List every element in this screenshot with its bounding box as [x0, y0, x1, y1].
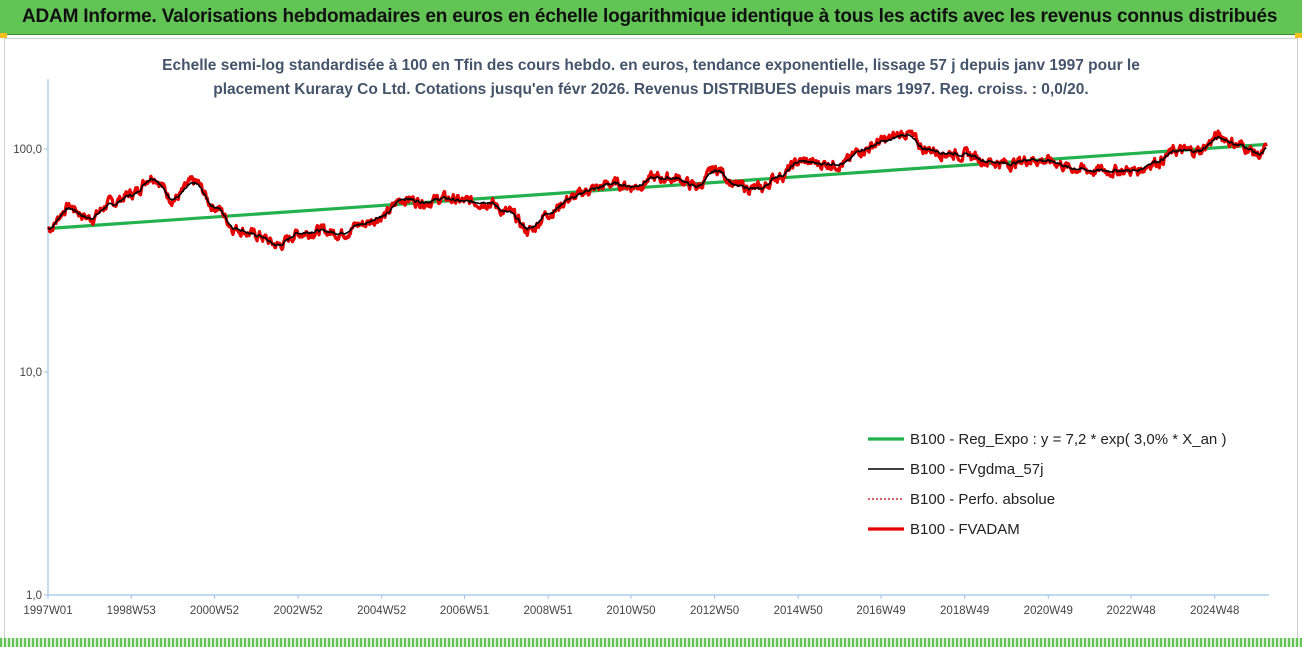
x-tick-label: 1998W53 [107, 605, 156, 617]
report-banner: ADAM Informe. Valorisations hebdomadaire… [0, 0, 1302, 35]
chart-area: Echelle semi-log standardisée à 100 en T… [4, 38, 1298, 640]
chart-legend: B100 - Reg_Expo : y = 7,2 * exp( 3,0% * … [868, 431, 1226, 538]
legend-label-perf: B100 - Perfo. absolue [910, 491, 1055, 508]
x-tick-label: 2006W51 [440, 605, 489, 617]
corner-marker-left [0, 33, 7, 38]
x-tick-label: 1997W01 [23, 605, 72, 617]
series-line-adam [47, 129, 1268, 252]
corner-marker-right [1295, 33, 1302, 38]
x-tick-label: 2016W49 [856, 605, 905, 617]
chart-subtitle-line-2: placement Kuraray Co Ltd. Cotations jusq… [213, 81, 1088, 98]
x-tick-label: 2010W50 [606, 605, 655, 617]
chart-series [47, 129, 1268, 252]
x-tick-label: 2018W49 [940, 605, 989, 617]
x-tick-label: 2022W48 [1106, 605, 1155, 617]
x-tick-label: 2004W52 [357, 605, 406, 617]
series-line-trend [47, 142, 1268, 231]
y-tick-label: 10,0 [20, 367, 42, 379]
series-line-smooth [47, 133, 1267, 247]
x-tick-label: 2014W50 [774, 605, 823, 617]
y-tick-label: 100,0 [13, 144, 42, 156]
x-tick-label: 2024W48 [1190, 605, 1239, 617]
y-tick-label: 1,0 [26, 590, 42, 602]
footer-bar [0, 638, 1302, 647]
chart-subtitle-line-1: Echelle semi-log standardisée à 100 en T… [162, 57, 1140, 74]
legend-label-adam: B100 - FVADAM [910, 521, 1020, 538]
x-tick-label: 2012W50 [690, 605, 739, 617]
chart-axes: 1,0 10,0 100,0 1997W01 1998W53 2000W52 2002W52… [13, 79, 1269, 617]
x-tick-label: 2002W52 [273, 605, 322, 617]
chart-canvas: Echelle semi-log standardisée à 100 en T… [13, 57, 1269, 617]
legend-label-trend: B100 - Reg_Expo : y = 7,2 * exp( 3,0% * … [910, 431, 1226, 448]
x-tick-label: 2020W49 [1024, 605, 1073, 617]
x-tick-label: 2008W51 [524, 605, 573, 617]
legend-label-smooth: B100 - FVgdma_57j [910, 461, 1043, 478]
x-tick-label: 2000W52 [190, 605, 239, 617]
report-title: ADAM Informe. Valorisations hebdomadaire… [22, 6, 1278, 27]
